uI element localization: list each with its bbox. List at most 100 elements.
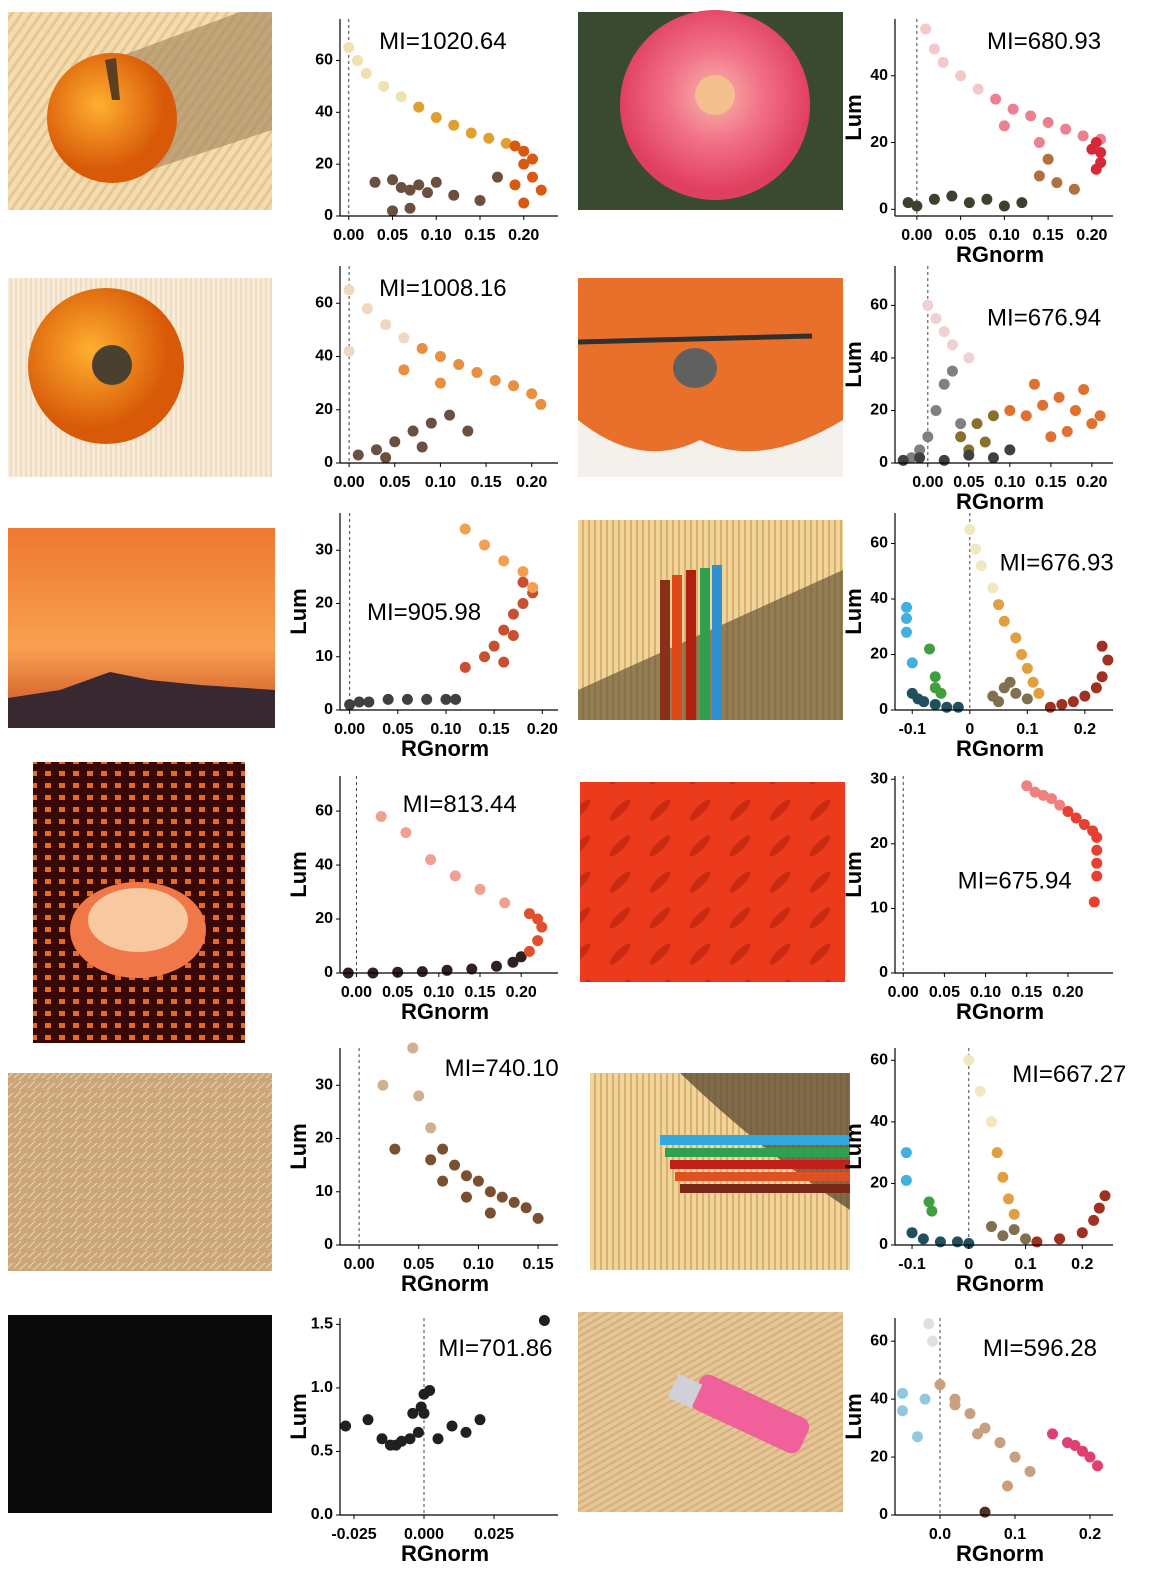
point <box>437 1143 449 1155</box>
point <box>401 693 413 705</box>
point <box>412 1426 424 1438</box>
y-tick-label: 60 <box>315 802 333 819</box>
x-tick-label: 0.00 <box>333 227 364 244</box>
point <box>1021 693 1033 705</box>
point <box>928 43 940 55</box>
point <box>991 1147 1003 1159</box>
x-tick-label: 0.05 <box>377 227 408 244</box>
point <box>972 1428 983 1440</box>
point <box>498 624 510 636</box>
y-tick-label: 40 <box>870 349 888 366</box>
point <box>413 1090 425 1102</box>
point <box>507 629 519 641</box>
point <box>1054 1233 1066 1245</box>
point <box>518 145 530 157</box>
x-axis-label: RGnorm <box>956 1271 1044 1296</box>
x-tick-label: 0.10 <box>970 984 1001 1001</box>
point <box>507 608 519 620</box>
y-axis-label: Lum <box>841 1123 866 1169</box>
point <box>441 964 453 976</box>
point <box>897 454 909 466</box>
point <box>1002 1480 1013 1492</box>
point <box>460 1170 472 1182</box>
point <box>418 1388 430 1400</box>
point <box>923 1196 935 1208</box>
x-tick-label: 0.00 <box>888 984 919 1001</box>
point <box>934 1379 946 1391</box>
point <box>474 883 486 895</box>
point <box>1062 806 1074 818</box>
x-tick-label: 0.1 <box>1004 1526 1026 1543</box>
point <box>972 83 984 95</box>
y-tick-label: 40 <box>315 856 333 873</box>
point <box>416 966 428 978</box>
point <box>929 698 941 710</box>
point <box>518 158 530 170</box>
point <box>449 870 461 882</box>
y-tick-label: 60 <box>870 1052 888 1069</box>
point <box>979 1422 991 1434</box>
y-tick-label: 20 <box>870 646 888 663</box>
point <box>1003 1193 1015 1205</box>
mi-annotation: MI=813.44 <box>403 791 517 818</box>
point <box>515 951 527 963</box>
point <box>535 184 547 196</box>
point <box>920 23 932 35</box>
y-tick-label: 0 <box>879 201 888 218</box>
point <box>1070 812 1082 824</box>
y-tick-label: 60 <box>870 535 888 552</box>
point <box>1086 418 1098 430</box>
point <box>1033 137 1045 149</box>
point <box>520 1202 532 1214</box>
y-tick-label: 0 <box>879 701 888 718</box>
x-axis-label: RGnorm <box>956 736 1044 761</box>
point <box>955 431 967 443</box>
y-tick-label: 20 <box>870 1175 888 1192</box>
chart: -0.1 0 0.1 0.2 0 20 40 60 MI=667.27 RGnorm Lum <box>841 1048 1126 1296</box>
x-tick-label: 0.05 <box>953 474 984 491</box>
y-tick-label: 0 <box>879 1236 888 1253</box>
point <box>946 190 958 202</box>
x-axis-label: RGnorm <box>401 1271 489 1296</box>
y-tick-label: 0 <box>879 964 888 981</box>
x-tick-label: 0.10 <box>463 1256 494 1273</box>
point <box>955 70 967 82</box>
point <box>344 699 356 711</box>
x-tick-label: 0.1 <box>1016 721 1038 738</box>
point <box>1008 1208 1020 1220</box>
point <box>1029 786 1041 798</box>
point <box>963 197 975 209</box>
chart: 0.00 0.05 0.10 0.15 0 10 20 30 MI=740.10 RGnorm Lu… <box>286 1042 559 1296</box>
point <box>952 701 964 713</box>
mi-annotation: MI=1020.64 <box>379 28 506 55</box>
x-tick-label: 0.05 <box>379 474 410 491</box>
y-tick-label: 1.5 <box>311 1316 333 1333</box>
point <box>387 205 398 217</box>
point <box>912 1431 923 1443</box>
point <box>1033 170 1045 182</box>
point <box>938 378 950 390</box>
point <box>407 1407 419 1419</box>
point <box>979 1506 991 1518</box>
point <box>509 179 521 191</box>
point <box>1054 799 1066 811</box>
photo-black <box>8 1315 272 1513</box>
point <box>941 701 953 713</box>
mi-annotation: MI=596.28 <box>983 1335 1097 1362</box>
point <box>1031 1236 1043 1248</box>
x-tick-label: 0.20 <box>508 227 539 244</box>
point <box>1045 793 1057 805</box>
point <box>518 197 530 209</box>
point <box>1088 1214 1100 1226</box>
point <box>998 200 1010 212</box>
x-axis-label: RGnorm <box>956 242 1044 267</box>
x-tick-label: 0 <box>964 1256 973 1273</box>
point <box>1042 153 1054 165</box>
point <box>437 1175 449 1187</box>
point <box>1090 682 1102 694</box>
x-tick-label: 0.000 <box>404 1526 444 1543</box>
point <box>398 332 410 344</box>
point <box>404 202 416 214</box>
y-tick-label: 0 <box>324 701 333 718</box>
y-tick-label: 0 <box>324 964 333 981</box>
